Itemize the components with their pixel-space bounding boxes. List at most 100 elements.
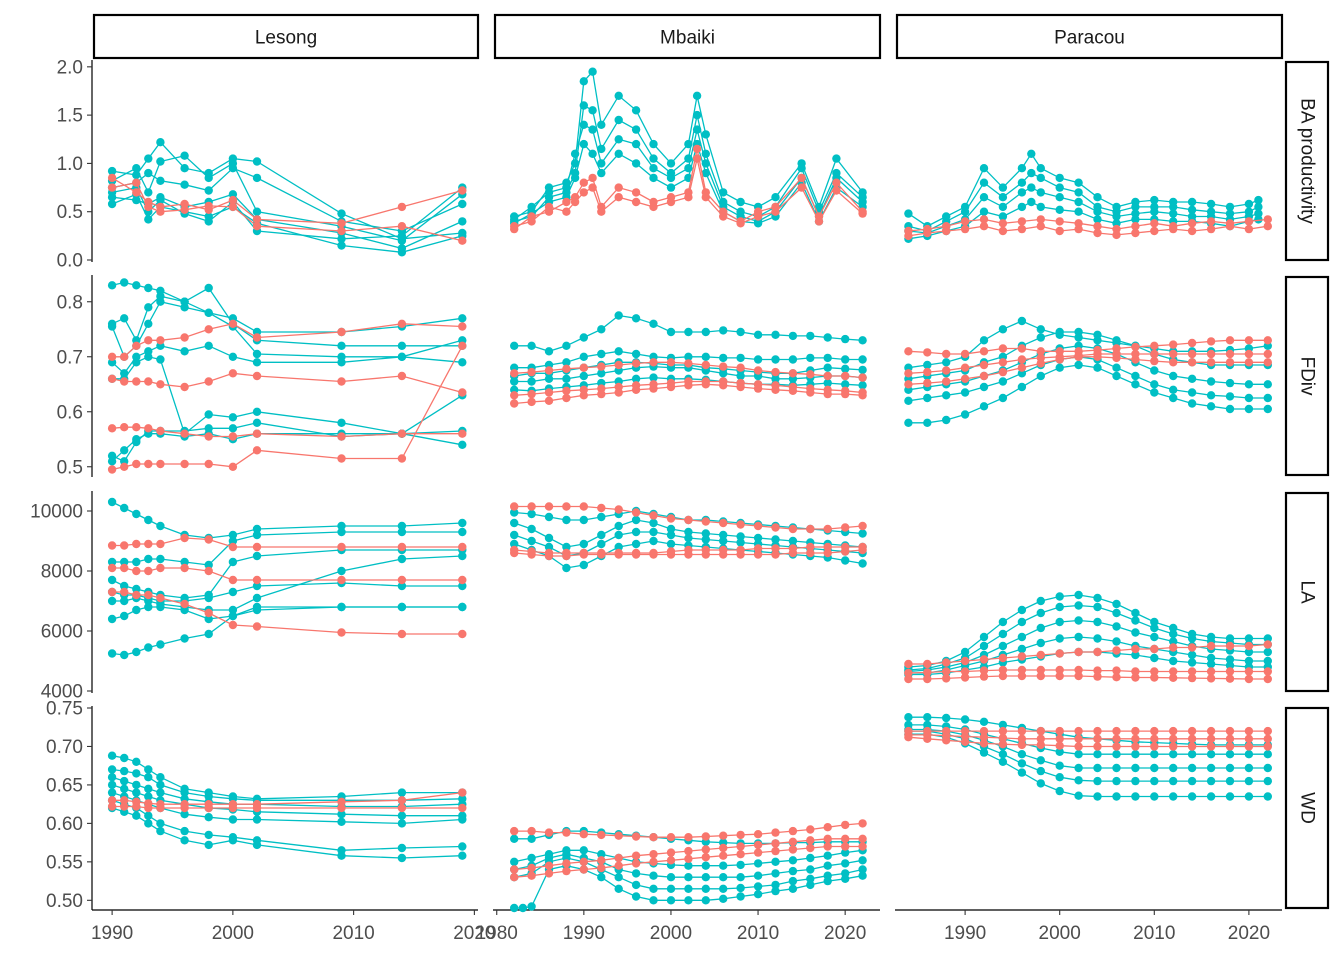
data-point — [753, 384, 763, 393]
data-point — [252, 815, 262, 824]
data-point — [614, 550, 623, 559]
data-point — [1150, 763, 1159, 773]
data-point — [979, 193, 989, 202]
data-point — [562, 859, 571, 868]
data-point — [1206, 792, 1216, 801]
data-point — [998, 653, 1008, 663]
data-point — [1055, 183, 1064, 192]
data-point — [736, 850, 745, 859]
data-point — [998, 629, 1008, 639]
data-point — [1244, 380, 1254, 389]
data-point — [858, 355, 867, 364]
data-point — [923, 348, 932, 357]
data-point — [156, 563, 165, 573]
data-point — [942, 391, 951, 400]
data-point — [144, 643, 153, 652]
data-point — [1074, 327, 1083, 337]
data-point — [998, 393, 1008, 403]
data-point — [649, 527, 658, 537]
data-point — [204, 840, 213, 850]
data-point — [631, 508, 641, 517]
data-point — [107, 587, 117, 597]
data-point — [1055, 193, 1064, 202]
data-point — [510, 341, 519, 350]
data-point — [156, 176, 165, 185]
data-point — [631, 359, 641, 368]
series-paracou-ba-productivity-teal — [904, 149, 1263, 231]
data-point — [753, 366, 763, 375]
data-point — [788, 331, 798, 341]
data-point — [510, 903, 519, 913]
data-point — [823, 834, 832, 843]
data-point — [1017, 164, 1027, 173]
data-point — [1187, 658, 1197, 667]
data-point — [960, 349, 970, 359]
data-point — [1036, 325, 1046, 334]
series-mbaiki-fdiv-teal — [510, 347, 867, 372]
data-point — [1074, 726, 1083, 736]
series-paracou-wd-teal — [904, 725, 1273, 773]
data-point — [631, 139, 641, 149]
y-tick-label: 6000 — [41, 622, 83, 643]
data-point — [337, 602, 346, 612]
data-point — [107, 773, 117, 782]
series-paracou-la-red — [904, 640, 1273, 669]
series-line — [112, 323, 463, 358]
series-mbaiki-la-red — [510, 502, 867, 534]
data-point — [1225, 404, 1235, 414]
data-point — [942, 415, 951, 425]
data-point — [132, 164, 141, 173]
series-line — [111, 372, 463, 394]
data-point — [562, 197, 571, 207]
data-point — [1169, 750, 1178, 759]
data-point — [960, 374, 970, 383]
data-point — [666, 539, 676, 549]
y-tick-label: 1.0 — [57, 154, 83, 175]
data-point — [753, 219, 763, 228]
series-mbaiki-fdiv-teal — [510, 311, 867, 356]
data-point — [1112, 776, 1121, 786]
series-lesong-la-teal — [107, 545, 467, 603]
data-point — [180, 533, 189, 543]
data-point — [614, 530, 623, 540]
data-point — [120, 587, 129, 597]
data-point — [1017, 750, 1027, 759]
data-point — [701, 360, 710, 370]
data-point — [701, 327, 710, 337]
data-point — [180, 634, 189, 643]
data-point — [156, 803, 165, 813]
data-point — [858, 521, 867, 531]
data-point — [1263, 734, 1273, 743]
data-point — [1263, 404, 1273, 414]
data-point — [1225, 655, 1235, 664]
data-point — [1093, 742, 1102, 751]
data-point — [204, 813, 213, 822]
data-point — [1206, 641, 1216, 651]
data-point — [631, 349, 641, 359]
data-point — [156, 459, 165, 469]
data-point — [1244, 647, 1254, 657]
data-point — [1027, 197, 1036, 207]
data-point — [841, 371, 850, 381]
x-axis-lesong: 1990 2000 2010 2020 — [91, 909, 496, 944]
data-point — [1263, 634, 1273, 643]
data-point — [1036, 665, 1046, 675]
data-point — [736, 363, 745, 372]
data-point — [397, 811, 407, 820]
series-layer — [107, 67, 1273, 913]
data-point — [979, 726, 989, 736]
data-point — [1074, 742, 1083, 751]
data-point — [614, 861, 623, 870]
data-point — [397, 629, 407, 639]
data-point — [544, 188, 554, 197]
data-point — [684, 833, 693, 842]
data-point — [337, 234, 346, 243]
data-point — [631, 527, 641, 537]
data-point — [753, 212, 763, 221]
data-point — [998, 325, 1008, 334]
data-point — [719, 381, 728, 390]
data-point — [1131, 222, 1140, 231]
data-point — [1150, 623, 1159, 633]
data-point — [1112, 353, 1121, 363]
data-point — [1112, 666, 1121, 675]
